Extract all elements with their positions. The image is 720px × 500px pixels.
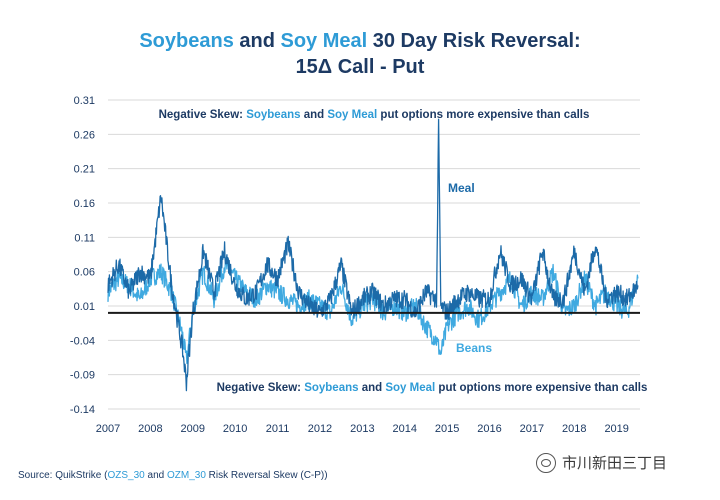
x-tick-label: 2008 xyxy=(138,423,162,435)
x-tick-label: 2014 xyxy=(392,423,416,435)
series-line-meal xyxy=(107,118,639,392)
x-tick-label: 2018 xyxy=(562,423,586,435)
watermark: 市川新田三丁目 xyxy=(536,452,667,473)
y-tick-label: 0.16 xyxy=(74,198,95,210)
x-tick-label: 2011 xyxy=(266,423,290,435)
x-tick-label: 2012 xyxy=(308,423,332,435)
x-tick-label: 2013 xyxy=(350,423,374,435)
title-soybeans: Soybeans xyxy=(139,30,234,52)
annotation-top-suffix: put options more expensive than calls xyxy=(377,109,589,121)
x-tick-label: 2007 xyxy=(96,423,120,435)
chart-title: Soybeans and Soy Meal 30 Day Risk Revers… xyxy=(0,28,720,80)
meal-series-label: Meal xyxy=(448,181,475,195)
annotation-bottom-suffix: put options more expensive than calls xyxy=(435,382,647,394)
annotation-top-prefix: Negative Skew: xyxy=(159,109,247,121)
watermark-text: 市川新田三丁目 xyxy=(562,455,668,472)
source-suffix: Risk Reversal Skew (C-P)) xyxy=(205,470,328,481)
source-code-ozm: OZM_30 xyxy=(166,470,206,481)
source-code-ozs: OZS_30 xyxy=(107,470,145,481)
source-and: and xyxy=(144,470,167,481)
x-tick-label: 2019 xyxy=(604,423,628,435)
x-tick-label: 2016 xyxy=(477,423,501,435)
chart-title-line2: 15Δ Call - Put xyxy=(295,56,425,78)
x-tick-label: 2017 xyxy=(520,423,544,435)
y-tick-label: 0.21 xyxy=(74,164,95,176)
y-tick-label: 0.26 xyxy=(74,129,95,141)
source-prefix: Source: QuikStrike ( xyxy=(18,470,108,481)
x-tick-label: 2010 xyxy=(223,423,247,435)
y-tick-label: -0.09 xyxy=(70,370,95,382)
series-lines xyxy=(107,118,639,392)
series-line-beans xyxy=(107,257,639,364)
y-tick-label: 0.01 xyxy=(74,301,95,313)
y-tick-label: -0.14 xyxy=(70,404,95,416)
chart-title-line1: Soybeans and Soy Meal 30 Day Risk Revers… xyxy=(0,28,720,54)
source-note: Source: QuikStrike (OZS_30 and OZM_30 Ri… xyxy=(18,470,328,481)
y-tick-label: 0.06 xyxy=(74,267,95,279)
wechat-icon xyxy=(536,452,556,473)
annotation-bottom-and: and xyxy=(359,382,386,394)
y-tick-label: 0.11 xyxy=(74,232,95,244)
annotation-bottom: Negative Skew: Soybeans and Soy Meal put… xyxy=(217,382,648,394)
annotation-top-soy-meal: Soy Meal xyxy=(327,109,377,121)
annotation-top: Negative Skew: Soybeans and Soy Meal put… xyxy=(159,109,590,121)
annotation-bottom-soybeans: Soybeans xyxy=(304,382,358,394)
y-axis-ticks: 0.31 0.26 0.21 0.16 0.11 0.06 0.01 -0.04 -0.09 -0… xyxy=(70,95,95,416)
title-and: and xyxy=(233,30,281,52)
x-tick-label: 2009 xyxy=(181,423,205,435)
x-tick-label: 2015 xyxy=(435,423,459,435)
annotation-top-and: and xyxy=(301,109,328,121)
beans-series-label: Beans xyxy=(456,341,492,355)
y-tick-label: -0.04 xyxy=(70,335,95,347)
title-soy-meal: Soy Meal xyxy=(280,30,368,52)
gridlines xyxy=(108,99,640,410)
title-rest: 30 Day Risk Reversal: xyxy=(367,30,581,52)
annotation-bottom-soy-meal: Soy Meal xyxy=(385,382,435,394)
annotation-top-soybeans: Soybeans xyxy=(246,109,300,121)
annotation-bottom-prefix: Negative Skew: xyxy=(217,382,305,394)
y-tick-label: 0.31 xyxy=(74,95,95,107)
x-axis-ticks: 2007 2008 2009 2010 2011 2012 2013 2014 2015 2016… xyxy=(96,423,629,435)
